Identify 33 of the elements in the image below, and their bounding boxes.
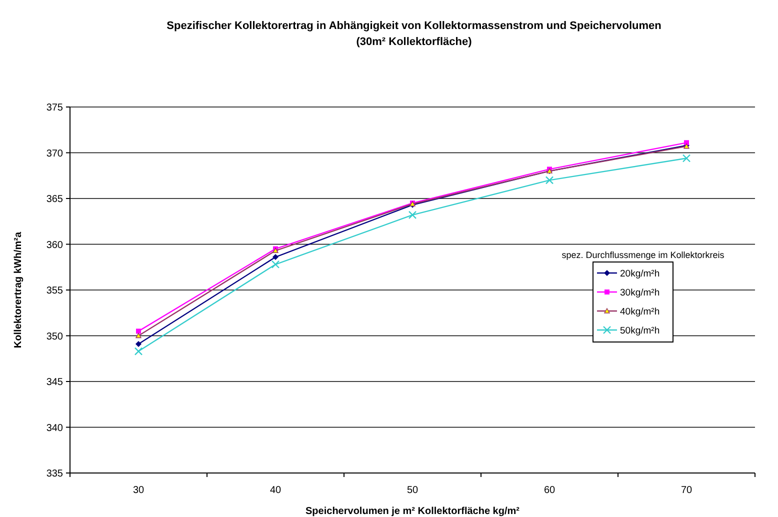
point <box>271 260 280 268</box>
point <box>408 210 417 220</box>
x-tick-label: 60 <box>544 485 556 496</box>
point <box>272 254 278 260</box>
y-tick-label: 350 <box>46 331 64 342</box>
x-tick-label: 40 <box>270 485 282 496</box>
legend-label: 30kg/m²h <box>620 287 660 298</box>
y-tick-label: 365 <box>46 194 64 205</box>
x-tick-label: 50 <box>406 485 418 496</box>
point <box>134 347 143 356</box>
point <box>684 140 689 146</box>
y-tick-label: 345 <box>46 377 64 388</box>
y-tick-label: 340 <box>46 422 64 434</box>
point <box>136 332 142 338</box>
chart-subtitle: (30m² Kollektorfläche) <box>356 36 472 48</box>
chart-title: Spezifischer Kollektorertrag in Abhängigkeit von Kollektormassenstrom und Speichervolumen <box>166 20 662 32</box>
point <box>136 328 141 334</box>
legend-label: 50kg/m²h <box>620 325 660 336</box>
point <box>545 176 554 184</box>
point <box>682 154 691 162</box>
legend-title: spez. Durchflussmenge im Kollektorkreis <box>562 250 725 260</box>
y-tick-label: 360 <box>46 240 64 251</box>
x-tick-label: 70 <box>680 485 692 496</box>
x-tick-label: 30 <box>132 485 144 496</box>
legend-label: 40kg/m²h <box>620 306 660 318</box>
y-tick-label: 370 <box>46 148 64 160</box>
y-axis-title: Kollektorertrag kWh/m²a <box>13 232 24 348</box>
point <box>136 340 142 347</box>
y-tick-label: 375 <box>46 102 64 114</box>
y-tick-label: 355 <box>46 286 64 296</box>
legend-label: 20kg/m²h <box>620 268 660 280</box>
y-tick-label: 335 <box>46 468 64 480</box>
x-axis-title: Speichervolumen je m² Kollektorfläche kg/m² <box>306 506 520 517</box>
